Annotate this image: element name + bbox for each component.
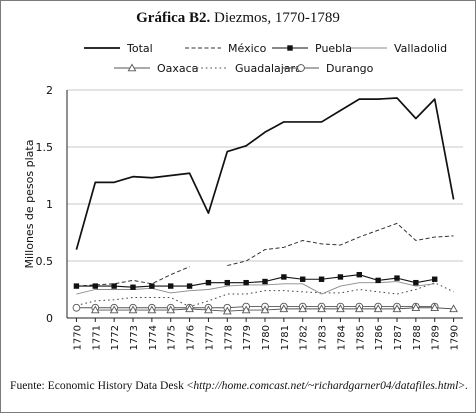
x-tick-label: 1770: [72, 325, 83, 350]
x-tick-label: 1787: [393, 325, 404, 350]
point-oaxaca: [411, 303, 421, 311]
x-tick-label: 1773: [129, 325, 140, 350]
point-puebla: [432, 276, 438, 282]
legend-marker-puebla: [287, 45, 293, 51]
legend-label-guadalajara: Guadalajara: [235, 62, 302, 75]
x-tick-label: 1784: [336, 325, 347, 350]
point-oaxaca: [317, 304, 326, 313]
point-oaxaca: [222, 306, 232, 315]
source-url: http://home.comcast.net/~richardgarner04…: [193, 379, 459, 392]
point-puebla: [300, 276, 306, 282]
point-oaxaca: [128, 305, 138, 314]
point-puebla: [111, 283, 117, 289]
x-tick-label: 1790: [450, 325, 461, 350]
x-tick-label: 1780: [261, 325, 272, 350]
point-puebla: [243, 279, 249, 286]
point-puebla: [205, 279, 212, 286]
x-tick-label: 1776: [186, 325, 197, 350]
series-line-puebla: [76, 274, 435, 288]
x-tick-label: 1779: [242, 325, 253, 350]
source-prefix: Fuente: Economic History Data Desk <: [10, 379, 194, 392]
point-oaxaca: [166, 305, 176, 314]
y-tick-label: 1: [46, 198, 53, 211]
legend-label-méxico: México: [228, 42, 267, 55]
point-puebla: [168, 283, 174, 289]
point-oaxaca: [90, 305, 100, 314]
source-note: Fuente: Economic History Data Desk <http…: [10, 379, 470, 392]
source-suffix: >.: [458, 379, 468, 392]
point-oaxaca: [392, 304, 402, 313]
series-line-valladolid: [76, 281, 435, 295]
point-oaxaca: [336, 304, 345, 313]
series-line-oaxaca: [95, 307, 454, 312]
x-tick-label: 1785: [355, 325, 366, 350]
series-line-méxico: [76, 266, 190, 287]
point-oaxaca: [373, 304, 383, 313]
point-puebla: [92, 283, 98, 289]
legend-label-durango: Durango: [326, 62, 374, 75]
point-durango: [72, 303, 81, 312]
series-line-méxico: [227, 222, 454, 267]
chart-title-bold: Gráfica B2.: [136, 10, 211, 26]
point-puebla: [73, 283, 80, 289]
point-puebla: [375, 277, 381, 284]
x-tick-label: 1789: [431, 325, 442, 350]
point-oaxaca: [147, 305, 157, 314]
point-oaxaca: [241, 305, 251, 314]
point-puebla: [130, 284, 136, 290]
point-oaxaca: [260, 305, 270, 314]
legend-marker-oaxaca: [127, 63, 137, 72]
x-tick-label: 1771: [91, 325, 102, 350]
x-tick-label: 1777: [204, 325, 215, 350]
point-puebla: [413, 279, 419, 286]
point-oaxaca: [185, 304, 194, 313]
x-tick-label: 1782: [299, 325, 310, 350]
point-puebla: [186, 283, 193, 289]
point-puebla: [281, 274, 287, 280]
point-puebla: [224, 279, 230, 286]
legend-label-valladolid: Valladolid: [394, 42, 447, 55]
legend-label-total: Total: [126, 42, 153, 55]
y-tick-label: 2: [46, 84, 53, 97]
y-tick-label: 1.5: [36, 141, 54, 154]
series-line-guadalajara: [76, 282, 454, 308]
x-tick-label: 1786: [374, 325, 385, 350]
point-oaxaca: [449, 304, 458, 313]
point-oaxaca: [430, 303, 440, 311]
series-line-total: [75, 97, 455, 250]
x-tick-label: 1772: [110, 325, 121, 350]
y-axis-label: Millones de pesos plata: [23, 140, 36, 269]
chart-title: Gráfica B2. Diezmos, 1770-1789: [0, 10, 476, 27]
x-tick-label: 1774: [148, 325, 159, 350]
y-tick-label: 0: [46, 312, 53, 325]
point-oaxaca: [354, 304, 364, 313]
point-oaxaca: [109, 305, 119, 314]
x-tick-label: 1783: [318, 325, 329, 350]
x-tick-label: 1788: [412, 325, 423, 350]
point-oaxaca: [279, 304, 289, 313]
point-oaxaca: [298, 304, 308, 313]
point-puebla: [318, 276, 325, 282]
legend-label-puebla: Puebla: [315, 42, 352, 55]
point-puebla: [394, 275, 400, 281]
point-puebla: [149, 283, 155, 289]
x-tick-label: 1775: [167, 325, 178, 350]
point-oaxaca: [204, 305, 213, 314]
legend-marker-durango: [297, 64, 305, 72]
point-puebla: [356, 271, 362, 278]
point-puebla: [337, 274, 344, 280]
x-tick-label: 1781: [280, 325, 291, 350]
legend-label-oaxaca: Oaxaca: [157, 62, 198, 75]
x-tick-label: 1778: [223, 325, 234, 350]
y-tick-label: 0.5: [36, 255, 54, 268]
point-puebla: [262, 278, 268, 285]
chart-title-rest: Diezmos, 1770-1789: [210, 10, 340, 26]
